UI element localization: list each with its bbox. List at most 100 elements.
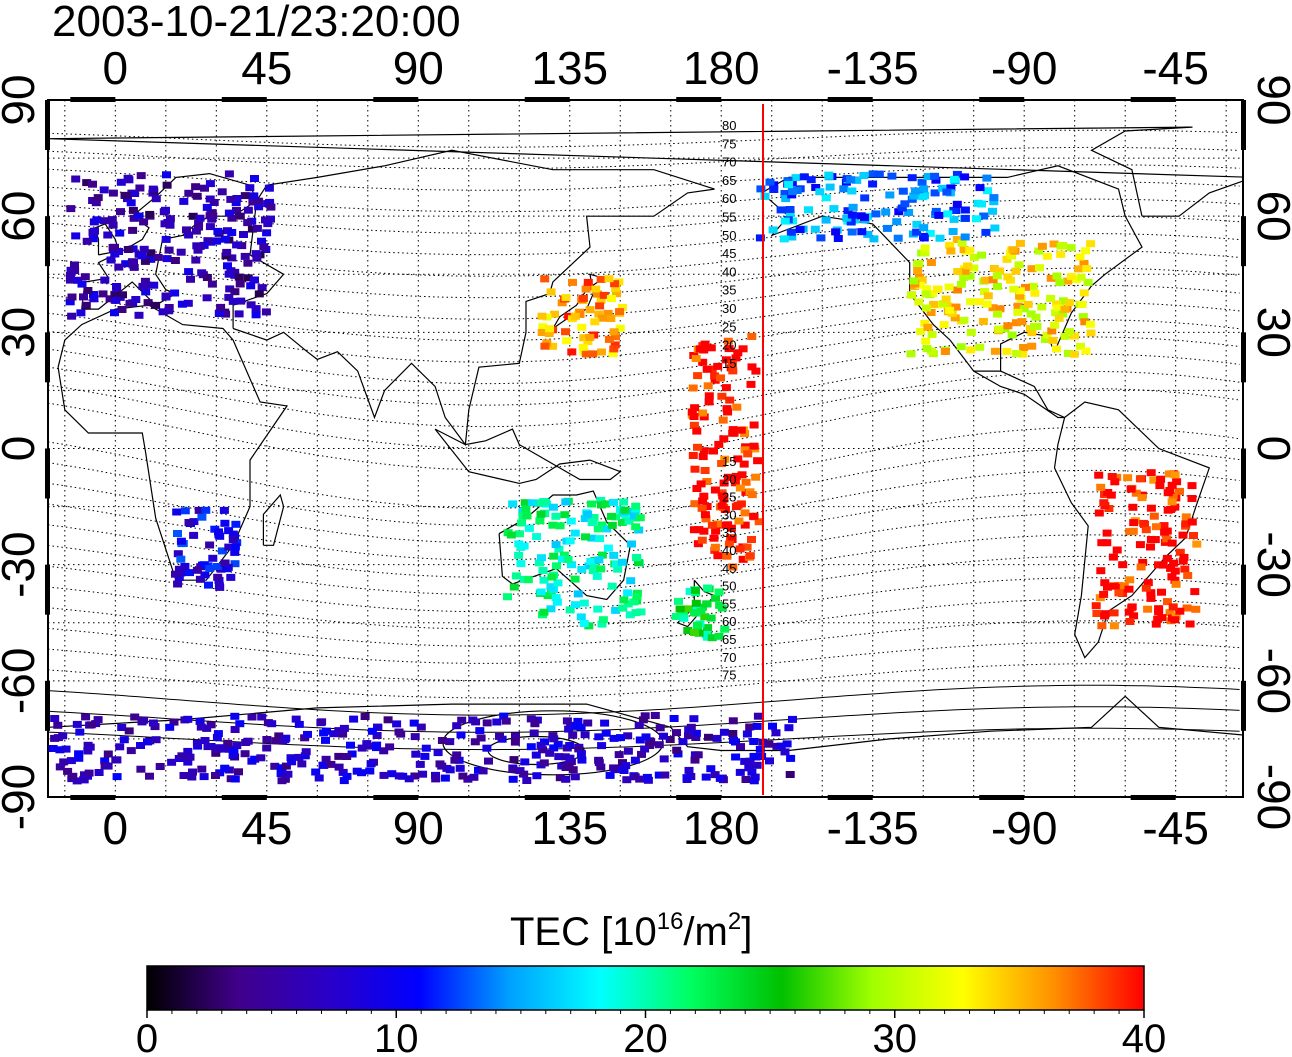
tec-cell xyxy=(632,554,642,562)
tec-cell xyxy=(107,216,117,224)
tec-cell xyxy=(136,742,145,749)
tec-cell xyxy=(907,174,917,182)
tec-cell xyxy=(143,299,153,307)
tec-cell xyxy=(1076,342,1085,350)
tec-cell xyxy=(379,771,389,779)
tec-cell xyxy=(230,288,240,296)
tec-cell xyxy=(416,723,426,731)
tec-cell xyxy=(145,772,154,780)
colorbar-tick-label: 10 xyxy=(374,1017,419,1057)
tec-cell xyxy=(640,712,650,720)
tec-cell xyxy=(230,560,240,568)
tec-cell xyxy=(561,328,570,336)
tec-cell xyxy=(960,206,970,214)
tec-cell xyxy=(1123,474,1133,482)
lon-tick-label: 180 xyxy=(683,802,760,854)
tec-cell xyxy=(912,220,922,228)
tec-cell xyxy=(222,248,232,256)
tec-cell xyxy=(930,172,940,180)
tec-cell xyxy=(214,582,224,590)
tec-cell xyxy=(254,197,264,205)
tec-cell xyxy=(983,292,993,300)
tec-cell xyxy=(1079,259,1089,267)
tec-cell xyxy=(580,515,590,522)
tec-cell xyxy=(116,208,125,216)
tec-cell xyxy=(623,747,633,755)
tec-cell xyxy=(599,291,609,299)
tec-cell xyxy=(230,548,240,556)
tec-cell xyxy=(966,298,976,306)
tec-cell xyxy=(728,717,738,725)
tec-cell xyxy=(537,312,547,320)
tec-cell xyxy=(699,447,709,455)
tec-cell xyxy=(1103,489,1113,496)
tec-cell xyxy=(232,241,242,249)
tec-cell xyxy=(146,249,156,257)
tec-cell xyxy=(1011,267,1021,275)
tec-cell xyxy=(231,520,241,528)
tec-cell xyxy=(583,278,593,286)
tec-cell xyxy=(294,720,304,728)
tec-cell xyxy=(245,184,255,192)
tec-cell xyxy=(251,250,261,258)
tec-cell xyxy=(586,558,596,565)
tec-cell xyxy=(893,234,903,242)
tec-cell xyxy=(995,267,1005,275)
tec-cell xyxy=(240,252,250,260)
tec-cell xyxy=(994,325,1004,333)
tec-cell xyxy=(346,741,355,749)
tec-cell xyxy=(511,732,520,740)
tec-cell xyxy=(492,718,502,726)
tec-cell xyxy=(195,214,205,222)
tec-cell xyxy=(577,565,587,573)
tec-cell xyxy=(262,736,272,743)
tec-cell xyxy=(691,734,701,741)
tec-cell xyxy=(1183,572,1193,579)
tec-cell xyxy=(222,565,232,573)
lat-tick-label: 90 xyxy=(1248,74,1292,125)
tec-cell xyxy=(1079,289,1089,297)
tec-cell xyxy=(714,632,724,640)
tec-cell xyxy=(197,513,207,521)
tec-cell xyxy=(548,342,558,350)
tec-cell xyxy=(1052,300,1062,308)
tec-cell xyxy=(469,773,479,781)
tec-cell xyxy=(319,729,329,737)
tec-cell xyxy=(630,512,639,520)
tec-cell xyxy=(545,749,555,757)
tec-cell xyxy=(607,512,616,520)
tec-cell xyxy=(570,312,580,320)
tec-cell xyxy=(549,744,559,752)
tec-cell xyxy=(698,358,708,366)
tec-cell xyxy=(1128,527,1138,535)
tec-cell xyxy=(951,303,961,311)
tec-cell xyxy=(91,199,101,207)
tec-cell xyxy=(560,511,570,519)
tec-cell xyxy=(257,284,267,292)
tec-cell xyxy=(577,756,587,764)
tec-cell xyxy=(534,559,544,567)
tec-cell xyxy=(1163,489,1173,497)
tec-cell xyxy=(587,500,596,508)
tec-cell xyxy=(411,750,421,758)
tec-cell xyxy=(116,178,126,186)
contour-label: 25 xyxy=(722,319,736,334)
tec-cell xyxy=(719,435,729,443)
tec-cell xyxy=(192,242,202,250)
tec-cell xyxy=(600,719,610,727)
tec-cell xyxy=(182,226,191,234)
tec-cell xyxy=(909,277,919,285)
tec-cell xyxy=(134,212,144,220)
tec-cell xyxy=(731,753,741,761)
tec-cell xyxy=(561,294,571,302)
tec-cell xyxy=(103,750,113,758)
figure-title: 2003-10-21/23:20:00 xyxy=(52,0,461,46)
tec-cell xyxy=(243,259,253,267)
tec-cell xyxy=(250,755,260,763)
tec-cell xyxy=(693,751,703,759)
tec-cell xyxy=(1034,247,1044,255)
tec-cell xyxy=(631,523,641,531)
tec-cell xyxy=(1013,308,1023,316)
colorbar-label-sup2: 2 xyxy=(728,908,741,935)
tec-cell xyxy=(124,727,134,735)
